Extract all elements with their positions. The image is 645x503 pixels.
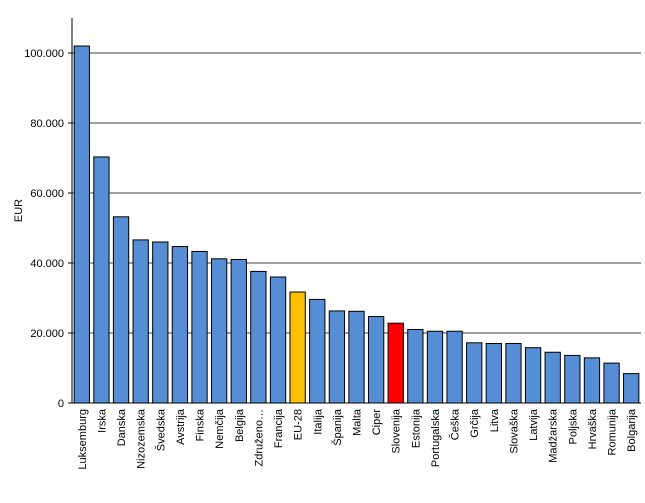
bar-Estonija	[407, 329, 424, 404]
category-label: Avstrija	[175, 408, 187, 445]
category-label: Grčija	[469, 408, 481, 438]
bar-Slovaška	[505, 343, 522, 404]
category-label: Latvija	[528, 408, 540, 441]
bar-Nemčija	[211, 258, 228, 404]
category-label: Irska	[96, 408, 108, 433]
category-label: Belgija	[234, 408, 246, 442]
category-label: Malta	[352, 408, 364, 436]
bars	[73, 45, 640, 404]
category-label: Portugalska	[430, 408, 442, 467]
bar-Italija	[309, 298, 326, 404]
bar-Madžarska	[544, 351, 561, 404]
bar-Malta	[348, 310, 365, 404]
y-tick-label: 40.000	[30, 258, 64, 270]
category-label: Slovenija	[391, 408, 403, 454]
bar-Francija	[269, 276, 287, 404]
category-label: Hrvaška	[587, 408, 599, 449]
y-tick-label: 0	[58, 398, 64, 410]
category-label: Bolgarija	[626, 408, 638, 452]
category-label: Španija	[331, 408, 344, 446]
y-tick-label: 20.000	[30, 328, 64, 340]
bar-Španija	[328, 310, 346, 404]
bar-Danska	[112, 216, 130, 404]
bar-Portugalska	[426, 330, 444, 404]
category-label: Švedska	[154, 408, 167, 451]
bar-Avstrija	[171, 246, 189, 404]
category-label: Nizozemska	[136, 408, 148, 469]
bar-Irska	[93, 156, 110, 404]
bar-Romunija	[603, 362, 620, 404]
category-label: Poljska	[567, 408, 579, 444]
category-label: EU-28	[293, 409, 305, 440]
category-label: Nemčija	[214, 408, 226, 449]
bar-Hrvaška	[583, 357, 601, 404]
category-label: Madžarska	[548, 408, 560, 463]
bar-Slovenija	[387, 322, 404, 404]
category-label: Luksemburg	[77, 409, 89, 470]
bar-Grčija	[466, 342, 483, 404]
category-label: Češka	[449, 408, 462, 440]
bar-Združeno…	[250, 270, 267, 404]
bar-Luksemburg	[73, 45, 90, 404]
bar-Litva	[485, 343, 502, 404]
bar-Švedska	[152, 241, 169, 404]
bar-Bolgarija	[623, 373, 640, 404]
category-label: Združeno…	[253, 409, 265, 466]
y-axis-title: EUR	[13, 199, 25, 222]
category-label: Ciper	[371, 409, 383, 436]
bar-Finska	[191, 250, 208, 404]
y-tick-label: 80.000	[30, 118, 64, 130]
bar-Belgija	[230, 259, 247, 404]
category-label: Danska	[116, 408, 128, 446]
category-labels: Luksemburg Irska Danska Nizozemska Švedska Av…	[77, 408, 638, 469]
category-label: Italija	[312, 408, 324, 435]
category-label: Estonija	[410, 408, 422, 448]
category-label: Romunija	[607, 408, 619, 455]
y-tick-labels: 0 20.000 40.000 60.000 80.000 100.000	[24, 48, 64, 410]
bar-EU-28	[289, 291, 306, 404]
axes	[68, 18, 641, 404]
y-tick-label: 100.000	[24, 48, 64, 60]
bar-Češka	[446, 330, 463, 404]
category-label: Francija	[273, 408, 285, 448]
category-label: Finska	[195, 408, 207, 441]
bar-Nizozemska	[132, 239, 149, 404]
category-label: Litva	[489, 408, 501, 432]
bar-Ciper	[367, 316, 385, 404]
category-label: Slovaška	[508, 408, 520, 454]
y-tick-label: 60.000	[30, 188, 64, 200]
bar-Poljska	[564, 354, 581, 404]
bar-Latvija	[524, 347, 542, 404]
